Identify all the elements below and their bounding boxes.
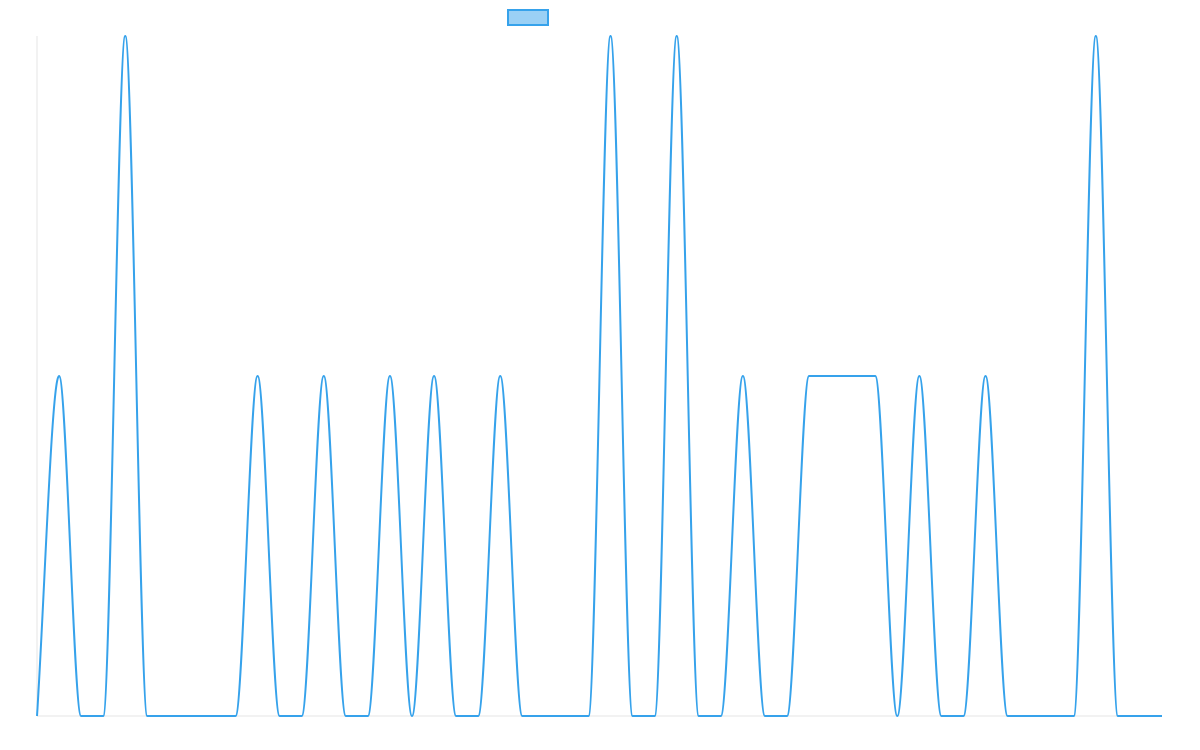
- data-point[interactable]: [408, 712, 416, 720]
- data-point[interactable]: [1070, 712, 1078, 720]
- data-point[interactable]: [827, 372, 835, 380]
- data-point[interactable]: [805, 372, 813, 380]
- data-point[interactable]: [386, 372, 394, 380]
- data-point[interactable]: [55, 372, 63, 380]
- data-point[interactable]: [673, 32, 681, 40]
- data-point[interactable]: [430, 372, 438, 380]
- data-point[interactable]: [562, 712, 570, 720]
- data-point[interactable]: [1114, 712, 1122, 720]
- data-point[interactable]: [915, 372, 923, 380]
- data-point[interactable]: [496, 372, 504, 380]
- data-point[interactable]: [937, 712, 945, 720]
- data-point[interactable]: [1136, 712, 1144, 720]
- data-point[interactable]: [254, 372, 262, 380]
- legend[interactable]: [507, 9, 549, 26]
- data-point[interactable]: [121, 32, 129, 40]
- data-point[interactable]: [959, 712, 967, 720]
- data-point[interactable]: [187, 712, 195, 720]
- data-point[interactable]: [761, 712, 769, 720]
- data-point[interactable]: [629, 712, 637, 720]
- data-point[interactable]: [165, 712, 173, 720]
- data-point[interactable]: [982, 372, 990, 380]
- data-point[interactable]: [232, 712, 240, 720]
- data-point[interactable]: [584, 712, 592, 720]
- data-point[interactable]: [607, 32, 615, 40]
- data-point[interactable]: [474, 712, 482, 720]
- data-point[interactable]: [518, 712, 526, 720]
- data-point[interactable]: [849, 372, 857, 380]
- legend-swatch[interactable]: [507, 9, 549, 26]
- data-point[interactable]: [364, 712, 372, 720]
- data-point[interactable]: [99, 712, 107, 720]
- data-point[interactable]: [298, 712, 306, 720]
- data-point[interactable]: [276, 712, 284, 720]
- data-point[interactable]: [695, 712, 703, 720]
- data-point[interactable]: [143, 712, 151, 720]
- data-point[interactable]: [540, 712, 548, 720]
- data-point[interactable]: [717, 712, 725, 720]
- data-point[interactable]: [1158, 712, 1166, 720]
- data-point[interactable]: [342, 712, 350, 720]
- data-point[interactable]: [739, 372, 747, 380]
- series-line-0: [36, 35, 1162, 717]
- data-point[interactable]: [1004, 712, 1012, 720]
- data-point[interactable]: [1026, 712, 1034, 720]
- data-point[interactable]: [209, 712, 217, 720]
- data-point[interactable]: [783, 712, 791, 720]
- data-point[interactable]: [452, 712, 460, 720]
- plot-area: [33, 32, 1166, 720]
- data-point[interactable]: [320, 372, 328, 380]
- data-point[interactable]: [77, 712, 85, 720]
- data-point[interactable]: [651, 712, 659, 720]
- data-point[interactable]: [1048, 712, 1056, 720]
- data-point[interactable]: [871, 372, 879, 380]
- data-point[interactable]: [893, 712, 901, 720]
- data-point[interactable]: [1092, 32, 1100, 40]
- data-point[interactable]: [33, 712, 41, 720]
